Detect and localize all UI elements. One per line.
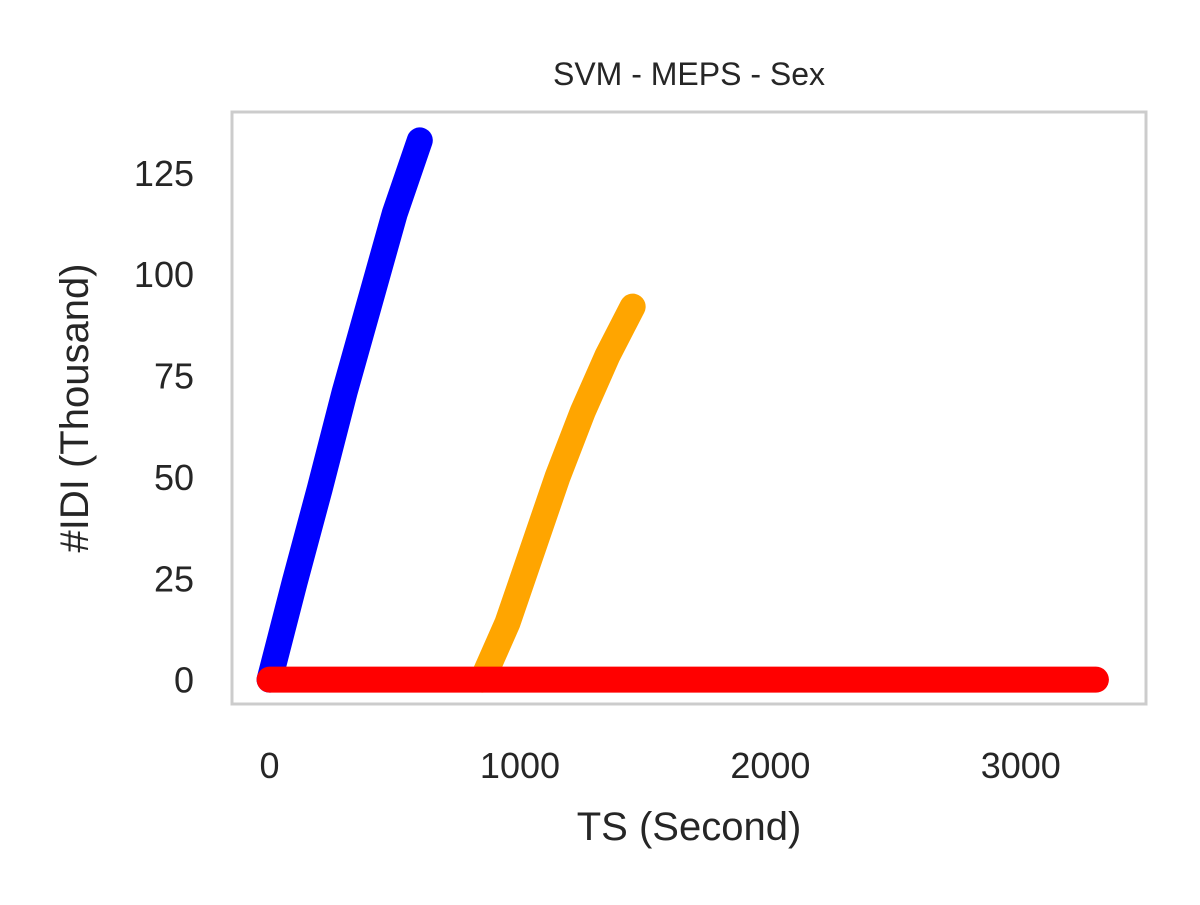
x-tick-label: 3000 <box>981 745 1061 786</box>
y-axis-label: #IDI (Thousand) <box>53 263 97 552</box>
x-axis-label: TS (Second) <box>577 805 802 849</box>
chart-title: SVM - MEPS - Sex <box>553 56 825 92</box>
y-tick-label: 100 <box>134 254 194 295</box>
series-line-1 <box>469 293 646 693</box>
series-layer <box>256 127 1109 693</box>
y-tick-label: 75 <box>154 356 194 397</box>
y-tick-label: 50 <box>154 457 194 498</box>
y-tick-label: 25 <box>154 558 194 599</box>
x-tick-label: 2000 <box>730 745 810 786</box>
y-tick-label: 125 <box>134 153 194 194</box>
x-tick-label: 0 <box>260 745 280 786</box>
x-tick-labels: 0 1000 2000 3000 <box>260 745 1061 786</box>
x-tick-label: 1000 <box>480 745 560 786</box>
y-tick-label: 0 <box>174 660 194 701</box>
y-tick-labels: 0 25 50 75 100 125 <box>134 153 194 701</box>
plot-frame <box>230 110 1148 706</box>
series-line-0 <box>256 127 433 693</box>
